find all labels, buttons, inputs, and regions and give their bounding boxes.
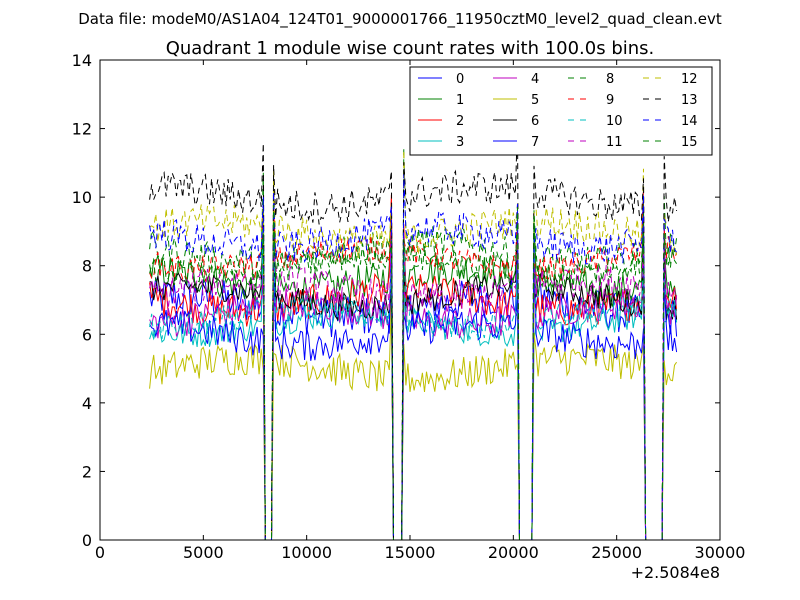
x-tick-labels: 0 5000 10000 15000 20000 25000 30000 xyxy=(95,543,746,562)
legend-label-7: 7 xyxy=(531,135,539,150)
legend-label-13: 13 xyxy=(681,93,698,108)
series-line-13 xyxy=(149,122,678,541)
series-line-11 xyxy=(149,219,678,541)
series-layer xyxy=(149,122,678,541)
y-tick-label: 8 xyxy=(82,257,92,276)
legend-label-9: 9 xyxy=(606,93,614,108)
x-tick-label: 25000 xyxy=(591,543,642,562)
x-tick-label: 10000 xyxy=(281,543,332,562)
legend-frame xyxy=(409,66,713,156)
series-line-5 xyxy=(149,297,678,541)
series-line-14 xyxy=(149,174,677,541)
y-tick-label: 14 xyxy=(72,51,92,70)
legend-label-10: 10 xyxy=(606,114,623,129)
series-line-15 xyxy=(149,204,678,541)
legend-label-4: 4 xyxy=(531,72,539,87)
series-line-12 xyxy=(149,150,678,541)
legend-label-12: 12 xyxy=(681,72,698,87)
legend-label-1: 1 xyxy=(456,93,464,108)
x-tick-label: 15000 xyxy=(385,543,436,562)
y-tick-label: 6 xyxy=(82,325,92,344)
series-line-9 xyxy=(149,187,678,541)
legend-label-15: 15 xyxy=(681,135,698,150)
y-tick-label: 10 xyxy=(72,188,92,207)
chart-title: Quadrant 1 module wise count rates with … xyxy=(166,38,655,59)
legend-label-2: 2 xyxy=(456,114,464,129)
series-line-10 xyxy=(149,221,678,541)
series-line-3 xyxy=(149,242,678,541)
y-tick-label: 4 xyxy=(82,394,92,413)
legend-label-14: 14 xyxy=(681,114,698,129)
x-tick-label: 5000 xyxy=(183,543,224,562)
y-tick-label: 2 xyxy=(82,462,92,481)
chart-suptitle: Data file: modeM0/AS1A04_124T01_90000017… xyxy=(78,10,722,29)
legend-label-6: 6 xyxy=(531,114,539,129)
series-line-8 xyxy=(149,148,678,541)
legend-label-8: 8 xyxy=(606,72,614,87)
y-tick-labels: 0 2 4 6 8 10 12 14 xyxy=(72,51,92,550)
x-tick-label: 30000 xyxy=(695,543,746,562)
x-offset-label: +2.5084e8 xyxy=(631,563,720,582)
y-tick-label: 0 xyxy=(82,531,92,550)
series-line-7 xyxy=(149,237,678,541)
series-line-6 xyxy=(149,212,678,541)
x-tick-label: 0 xyxy=(95,543,105,562)
legend-label-0: 0 xyxy=(456,72,464,87)
axis-ticks xyxy=(99,59,721,541)
legend-label-5: 5 xyxy=(531,93,539,108)
legend-label-11: 11 xyxy=(606,135,623,150)
y-tick-label: 12 xyxy=(72,120,92,139)
legend-label-3: 3 xyxy=(456,135,464,150)
x-tick-label: 20000 xyxy=(488,543,539,562)
